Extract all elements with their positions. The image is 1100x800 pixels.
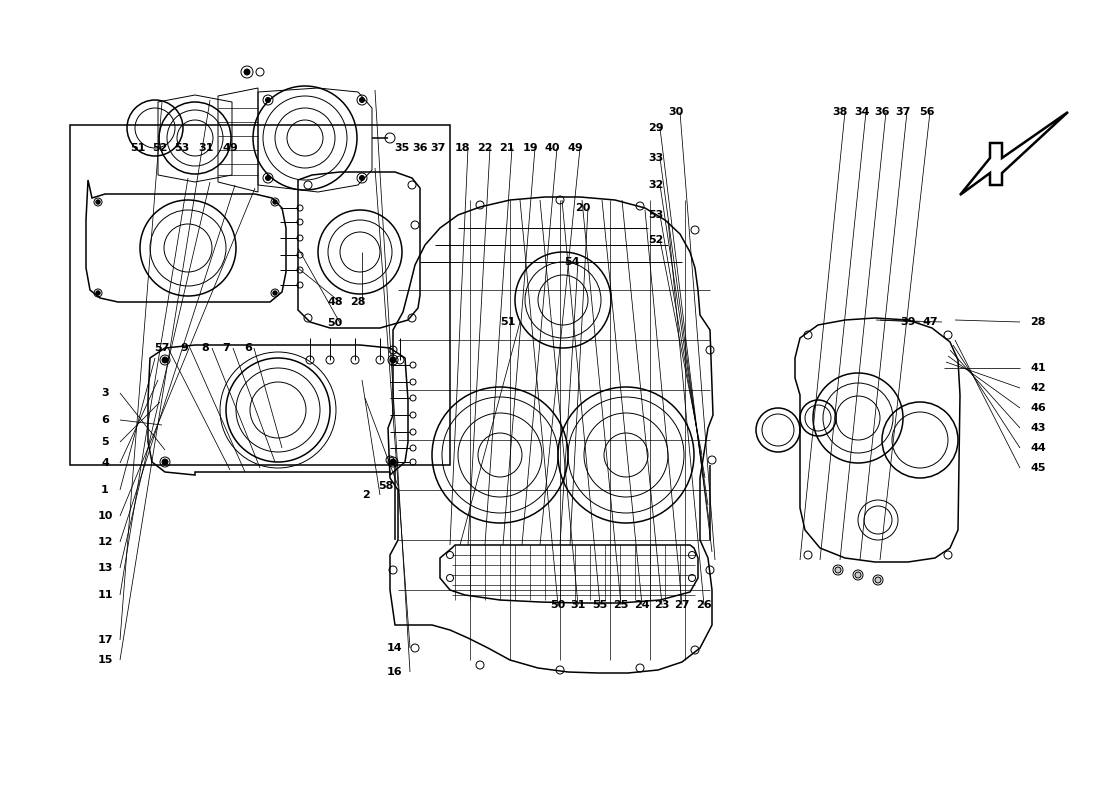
- Text: 17: 17: [97, 635, 112, 645]
- Text: 4: 4: [101, 458, 109, 468]
- Text: 26: 26: [696, 600, 712, 610]
- Text: 21: 21: [499, 143, 515, 153]
- Text: 15: 15: [97, 655, 112, 665]
- Text: 46: 46: [1030, 403, 1046, 413]
- Text: 58: 58: [378, 481, 394, 491]
- Circle shape: [265, 98, 271, 102]
- Text: 51: 51: [500, 317, 516, 327]
- Text: 40: 40: [544, 143, 560, 153]
- Text: 30: 30: [669, 107, 683, 117]
- Circle shape: [244, 69, 250, 75]
- Circle shape: [96, 291, 100, 295]
- Text: 13: 13: [97, 563, 112, 573]
- Text: 9: 9: [180, 343, 188, 353]
- Circle shape: [835, 567, 842, 573]
- Text: 56: 56: [920, 107, 935, 117]
- Text: 23: 23: [654, 600, 670, 610]
- Text: 38: 38: [833, 107, 848, 117]
- Text: 3: 3: [101, 388, 109, 398]
- Text: 45: 45: [1031, 463, 1046, 473]
- Text: 54: 54: [564, 257, 580, 267]
- Text: 28: 28: [350, 297, 365, 307]
- Text: 18: 18: [454, 143, 470, 153]
- Circle shape: [855, 572, 861, 578]
- Text: 47: 47: [922, 317, 938, 327]
- Text: 32: 32: [648, 180, 663, 190]
- Text: 19: 19: [522, 143, 538, 153]
- Text: 24: 24: [635, 600, 650, 610]
- Circle shape: [360, 175, 364, 181]
- Circle shape: [874, 577, 881, 583]
- Text: 2: 2: [362, 490, 370, 500]
- Circle shape: [273, 291, 277, 295]
- Text: 31: 31: [570, 600, 585, 610]
- Text: 11: 11: [97, 590, 112, 600]
- Text: 8: 8: [201, 343, 209, 353]
- Text: 27: 27: [674, 600, 690, 610]
- Text: 6: 6: [101, 415, 109, 425]
- Text: 35: 35: [395, 143, 409, 153]
- Text: 5: 5: [101, 437, 109, 447]
- Circle shape: [96, 200, 100, 204]
- Text: 57: 57: [154, 343, 169, 353]
- Circle shape: [390, 357, 396, 363]
- Circle shape: [390, 459, 396, 465]
- Circle shape: [273, 200, 277, 204]
- Text: 44: 44: [1030, 443, 1046, 453]
- Text: 36: 36: [412, 143, 428, 153]
- Text: 55: 55: [593, 600, 607, 610]
- Text: 25: 25: [614, 600, 629, 610]
- Circle shape: [162, 459, 168, 465]
- Text: 53: 53: [648, 210, 663, 220]
- Text: 51: 51: [130, 143, 145, 153]
- Text: 22: 22: [477, 143, 493, 153]
- Text: 33: 33: [648, 153, 663, 163]
- Text: 10: 10: [97, 511, 112, 521]
- Text: 31: 31: [198, 143, 213, 153]
- Text: 7: 7: [222, 343, 230, 353]
- Text: 49: 49: [222, 143, 238, 153]
- Text: 53: 53: [175, 143, 189, 153]
- Text: 37: 37: [430, 143, 446, 153]
- Text: 28: 28: [1031, 317, 1046, 327]
- Text: 49: 49: [568, 143, 583, 153]
- Bar: [70, 125, 450, 465]
- Text: 50: 50: [550, 600, 565, 610]
- Text: 6: 6: [244, 343, 252, 353]
- Text: 50: 50: [328, 318, 342, 328]
- Circle shape: [265, 175, 271, 181]
- Text: 41: 41: [1031, 363, 1046, 373]
- Circle shape: [162, 357, 168, 363]
- Text: 37: 37: [895, 107, 911, 117]
- Text: 39: 39: [900, 317, 915, 327]
- Text: 48: 48: [327, 297, 343, 307]
- Text: 36: 36: [874, 107, 890, 117]
- Text: 42: 42: [1031, 383, 1046, 393]
- Text: 52: 52: [648, 235, 663, 245]
- Text: 14: 14: [387, 643, 403, 653]
- Text: 12: 12: [97, 537, 112, 547]
- Text: 34: 34: [855, 107, 870, 117]
- Polygon shape: [960, 112, 1068, 195]
- Text: 20: 20: [575, 203, 591, 213]
- Text: 1: 1: [101, 485, 109, 495]
- Text: 16: 16: [387, 667, 403, 677]
- Text: 29: 29: [648, 123, 663, 133]
- Text: 52: 52: [152, 143, 167, 153]
- Circle shape: [360, 98, 364, 102]
- Text: 43: 43: [1031, 423, 1046, 433]
